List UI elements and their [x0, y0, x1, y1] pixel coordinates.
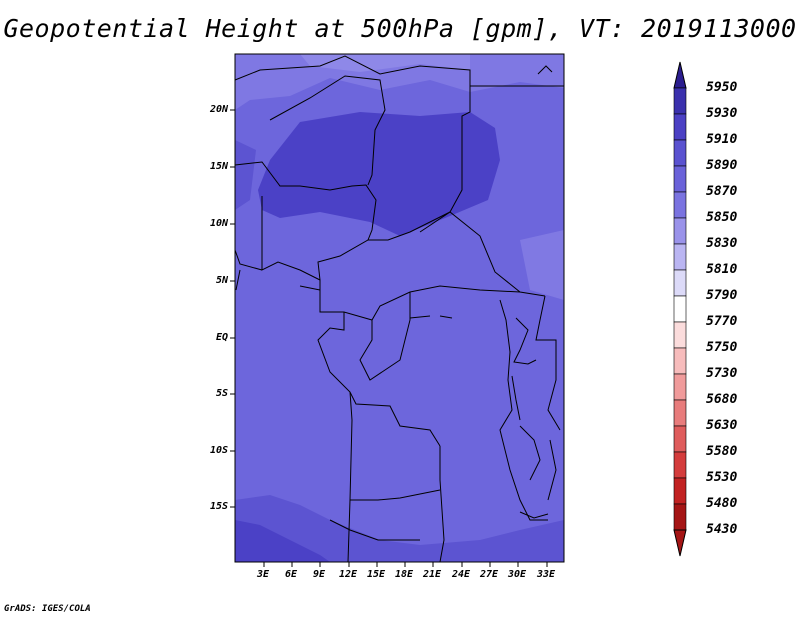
field-north-lighter [300, 54, 470, 72]
colorbar-level-label: 5950 [706, 80, 738, 95]
lat-label-20n: 20N [209, 104, 228, 115]
colorbar-segment [673, 191, 687, 219]
field-sahel-dark [258, 112, 500, 236]
colorbar-segment [673, 477, 687, 505]
colorbar-segment [673, 165, 687, 193]
lat-label-15n: 15N [209, 161, 228, 172]
colorbar-level-label: 5770 [706, 314, 738, 329]
colorbar-segment [673, 87, 687, 115]
lon-label-21e: 21E [423, 569, 442, 580]
height-field [235, 54, 564, 562]
lon-label-3e: 3E [257, 569, 270, 580]
lat-label-5s: 5S [215, 388, 228, 399]
lon-label-15e: 15E [367, 569, 386, 580]
colorbar-level-label: 5890 [706, 158, 738, 173]
colorbar-level-label: 5790 [706, 288, 738, 303]
colorbar-segment [673, 451, 687, 479]
map-frame [234, 53, 565, 563]
colorbar-level-label: 5730 [706, 366, 738, 381]
lon-label-12e: 12E [339, 569, 358, 580]
colorbar-segment [673, 217, 687, 245]
colorbar-level-label: 5680 [706, 392, 738, 407]
lon-label-9e: 9E [313, 569, 326, 580]
colorbar-segment [673, 373, 687, 401]
lon-label-27e: 27E [480, 569, 499, 580]
lon-label-33e: 33E [537, 569, 556, 580]
colorbar-segment [673, 347, 687, 375]
colorbar-level-label: 5930 [706, 106, 738, 121]
axis-ticks [230, 109, 548, 567]
lon-label-6e: 6E [285, 569, 298, 580]
colorbar-segment [673, 243, 687, 271]
colorbar-level-label: 5870 [706, 184, 738, 199]
field-south-mid [235, 495, 564, 562]
colorbar-top-arrow [673, 61, 687, 89]
map-title: Geopotential Height at 500hPa [gpm], VT:… [3, 14, 797, 43]
colorbar-level-label: 5750 [706, 340, 738, 355]
field-south-dark [235, 520, 330, 562]
colorbar-level-label: 5580 [706, 444, 738, 459]
field-west-mid [235, 140, 256, 210]
colorbar [673, 61, 687, 557]
colorbar-segment [673, 113, 687, 141]
colorbar-level-label: 5910 [706, 132, 738, 147]
colorbar-level-label: 5630 [706, 418, 738, 433]
colorbar-level-label: 5830 [706, 236, 738, 251]
colorbar-segment [673, 503, 687, 531]
lat-label-10s: 10S [209, 445, 228, 456]
colorbar-level-label: 5430 [706, 522, 738, 537]
lat-label-5n: 5N [215, 275, 228, 286]
colorbar-level-label: 5530 [706, 470, 738, 485]
colorbar-level-label: 5850 [706, 210, 738, 225]
lon-label-30e: 30E [508, 569, 527, 580]
colorbar-segment [673, 295, 687, 323]
lat-label-eq: EQ [215, 332, 228, 343]
colorbar-level-label: 5480 [706, 496, 738, 511]
credit-text: GrADS: IGES/COLA [4, 604, 91, 614]
lon-label-18e: 18E [395, 569, 414, 580]
colorbar-level-label: 5810 [706, 262, 738, 277]
colorbar-segment [673, 269, 687, 297]
colorbar-segment [673, 399, 687, 427]
lon-label-24e: 24E [452, 569, 471, 580]
borders [234, 55, 564, 563]
lat-label-10n: 10N [209, 218, 228, 229]
colorbar-segment [673, 321, 687, 349]
colorbar-segment [673, 139, 687, 167]
field-north-light [235, 54, 564, 110]
colorbar-segment [673, 425, 687, 453]
field-east-light [520, 230, 564, 300]
colorbar-bottom-arrow [673, 529, 687, 557]
lat-label-15s: 15S [209, 501, 228, 512]
